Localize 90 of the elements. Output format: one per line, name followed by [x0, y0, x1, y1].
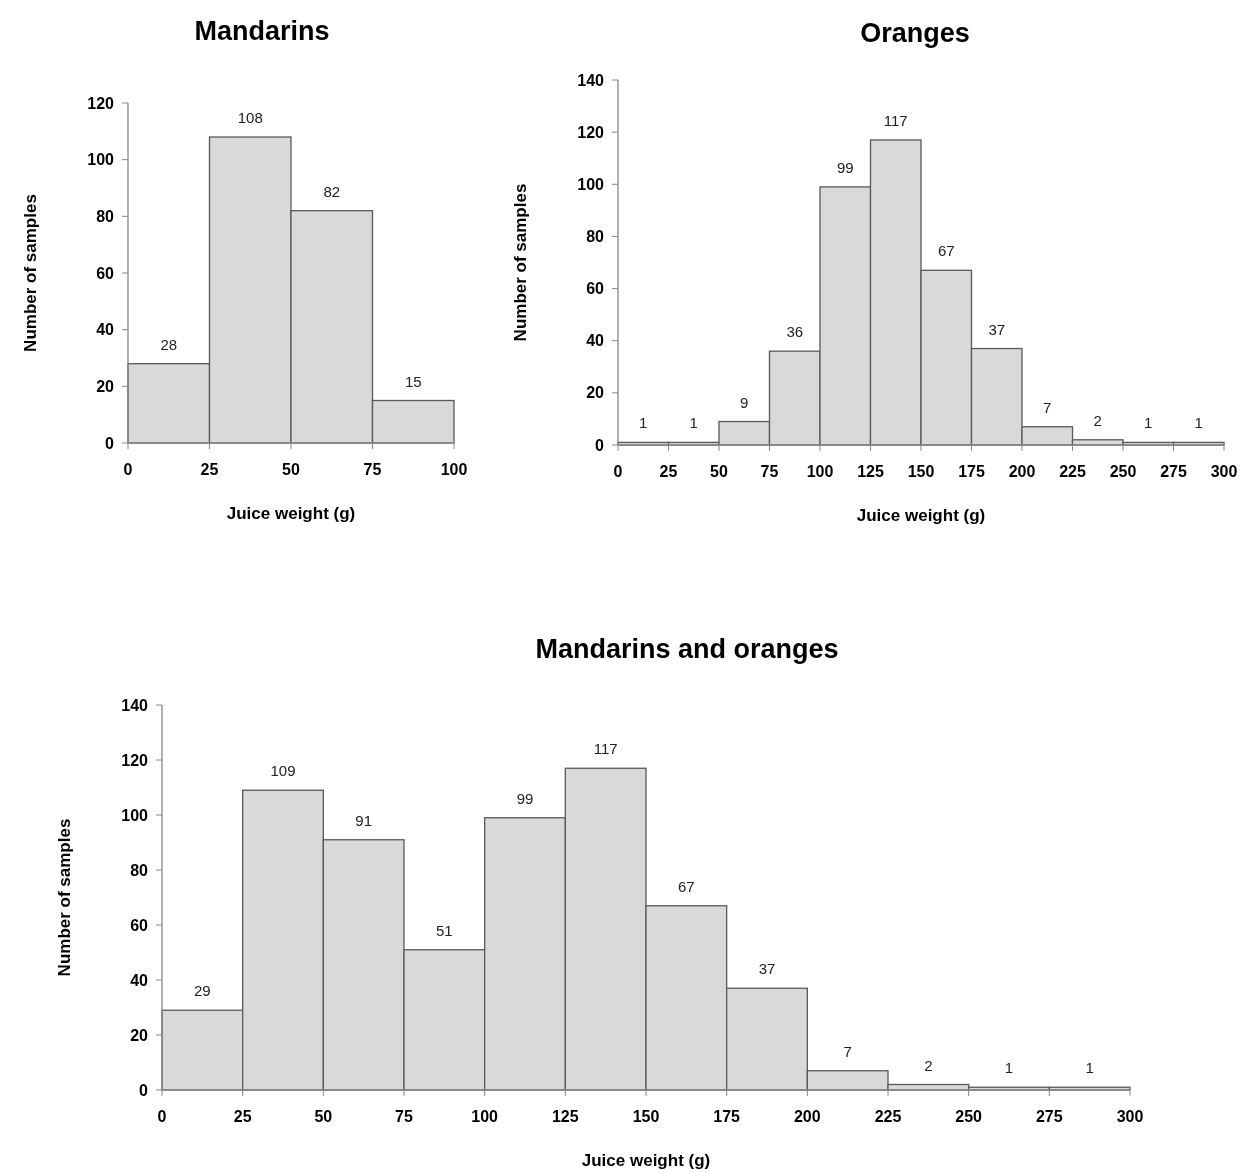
x-tick-label: 150 [907, 463, 935, 480]
x-tick-label: 175 [713, 1108, 741, 1125]
x-tick-label: 175 [958, 463, 985, 480]
x-axis-title: Juice weight (g) [856, 506, 986, 525]
data-label: 7 [1043, 398, 1052, 416]
data-label: 1 [1085, 1059, 1094, 1077]
x-tick-label: 100 [471, 1108, 499, 1125]
y-tick-label: 120 [121, 751, 149, 769]
data-label: 7 [843, 1042, 852, 1060]
data-label: 1 [1194, 414, 1203, 432]
y-tick-label: 40 [130, 971, 149, 989]
y-tick-label: 120 [87, 94, 115, 112]
y-tick-label: 0 [139, 1081, 149, 1099]
x-tick-label: 100 [440, 461, 468, 478]
x-tick-label: 225 [1059, 463, 1086, 480]
y-tick-label: 40 [586, 332, 605, 350]
y-axis-title: Number of samples [511, 183, 530, 342]
x-tick-label: 275 [1035, 1108, 1063, 1125]
x-tick-label: 275 [1160, 463, 1187, 480]
x-tick-label: 250 [1109, 463, 1137, 480]
y-tick-label: 0 [105, 434, 115, 452]
data-label: 117 [593, 740, 618, 758]
x-tick-label: 200 [1008, 463, 1036, 480]
data-label: 99 [836, 158, 854, 176]
data-label: 1 [1144, 414, 1153, 432]
chart-title: Oranges [860, 18, 970, 48]
x-tick-label: 50 [314, 1108, 333, 1125]
y-tick-label: 80 [96, 207, 115, 225]
x-tick-label: 25 [200, 461, 219, 478]
x-tick-label: 125 [857, 463, 884, 480]
x-tick-label: 50 [710, 463, 728, 480]
data-label: 15 [404, 372, 422, 390]
data-label: 117 [883, 111, 908, 129]
data-label: 108 [237, 109, 263, 126]
chart-title: Mandarins and oranges [535, 634, 839, 664]
y-tick-label: 40 [96, 321, 115, 339]
y-tick-label: 0 [595, 436, 605, 454]
data-label: 37 [758, 960, 776, 978]
chart-title: Mandarins [194, 16, 330, 46]
data-label: 28 [160, 335, 178, 353]
x-tick-label: 300 [1116, 1108, 1144, 1125]
x-tick-label: 150 [632, 1108, 660, 1125]
data-label: 99 [516, 789, 534, 807]
data-label: 37 [988, 320, 1006, 338]
x-tick-label: 0 [157, 1108, 167, 1125]
x-axis-title: Juice weight (g) [581, 1151, 711, 1170]
data-label: 1 [1004, 1059, 1014, 1077]
data-label: 36 [786, 323, 804, 341]
x-tick-label: 250 [955, 1108, 983, 1125]
data-label: 67 [677, 877, 695, 895]
data-label: 1 [689, 414, 698, 432]
data-label: 109 [270, 762, 296, 780]
data-label: 51 [435, 921, 453, 939]
y-tick-label: 20 [130, 1026, 149, 1044]
data-label: 2 [1093, 411, 1102, 429]
y-tick-label: 80 [130, 861, 149, 879]
x-tick-label: 75 [395, 1108, 413, 1125]
data-label: 2 [924, 1056, 933, 1074]
data-label: 29 [193, 982, 211, 1000]
x-tick-label: 0 [613, 463, 623, 480]
data-label: 82 [323, 182, 341, 200]
y-tick-label: 140 [577, 71, 605, 89]
y-tick-label: 100 [577, 175, 605, 193]
x-tick-label: 100 [806, 463, 834, 480]
y-tick-label: 60 [586, 280, 605, 298]
y-tick-label: 60 [96, 264, 115, 282]
y-tick-label: 140 [121, 696, 149, 714]
y-tick-label: 20 [586, 384, 605, 402]
y-tick-label: 20 [96, 377, 115, 395]
data-label: 91 [355, 811, 373, 829]
y-tick-label: 120 [577, 123, 605, 141]
x-tick-label: 25 [659, 463, 678, 480]
x-tick-label: 225 [874, 1108, 902, 1125]
data-label: 9 [740, 393, 749, 411]
data-label: 67 [937, 242, 955, 260]
y-tick-label: 100 [87, 151, 115, 169]
x-tick-label: 75 [363, 461, 382, 478]
x-tick-label: 50 [282, 461, 300, 478]
y-axis-title: Number of samples [21, 194, 40, 352]
y-axis-title: Number of samples [55, 818, 74, 977]
x-axis-title: Juice weight (g) [226, 504, 356, 523]
y-tick-label: 60 [130, 916, 149, 934]
x-tick-label: 200 [793, 1108, 821, 1125]
x-tick-label: 25 [233, 1108, 252, 1125]
x-tick-label: 300 [1210, 463, 1238, 480]
x-tick-label: 75 [760, 463, 779, 480]
y-tick-label: 80 [586, 228, 605, 246]
data-label: 1 [639, 414, 648, 432]
y-tick-label: 100 [121, 806, 149, 824]
x-tick-label: 125 [551, 1108, 579, 1125]
